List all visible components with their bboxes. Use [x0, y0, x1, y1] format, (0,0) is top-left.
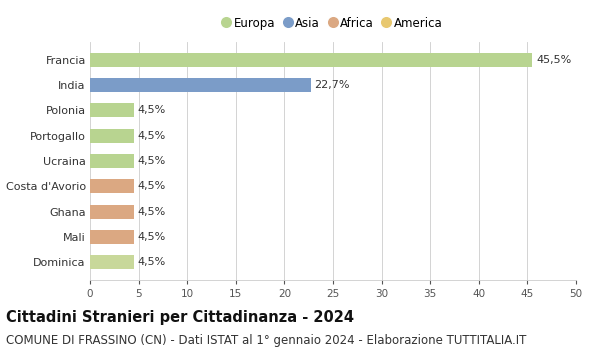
Bar — [90, 78, 311, 92]
Text: Cittadini Stranieri per Cittadinanza - 2024: Cittadini Stranieri per Cittadinanza - 2… — [6, 310, 354, 325]
Text: 4,5%: 4,5% — [137, 206, 166, 217]
Bar — [90, 179, 134, 193]
Bar — [90, 104, 134, 117]
Legend: Europa, Asia, Africa, America: Europa, Asia, Africa, America — [221, 15, 445, 32]
Text: 4,5%: 4,5% — [137, 131, 166, 141]
Text: 45,5%: 45,5% — [536, 55, 571, 65]
Text: 4,5%: 4,5% — [137, 232, 166, 242]
Bar — [90, 154, 134, 168]
Text: 4,5%: 4,5% — [137, 257, 166, 267]
Text: 4,5%: 4,5% — [137, 181, 166, 191]
Text: COMUNE DI FRASSINO (CN) - Dati ISTAT al 1° gennaio 2024 - Elaborazione TUTTITALI: COMUNE DI FRASSINO (CN) - Dati ISTAT al … — [6, 334, 526, 347]
Bar — [90, 205, 134, 218]
Bar — [90, 230, 134, 244]
Bar — [90, 255, 134, 269]
Text: 22,7%: 22,7% — [314, 80, 350, 90]
Bar — [90, 53, 532, 67]
Bar — [90, 129, 134, 143]
Text: 4,5%: 4,5% — [137, 156, 166, 166]
Text: 4,5%: 4,5% — [137, 105, 166, 116]
